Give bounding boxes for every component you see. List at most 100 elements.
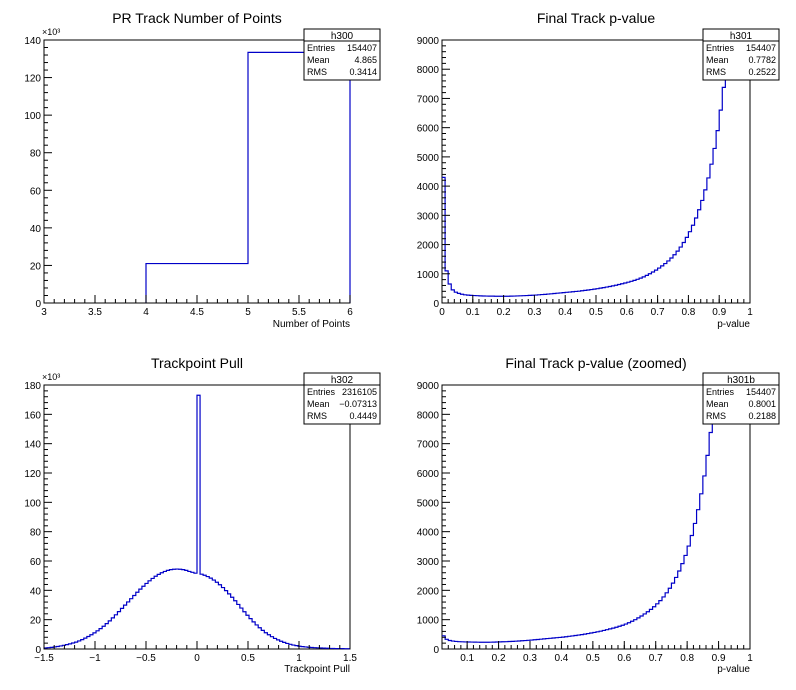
y-tick-label: 100 xyxy=(24,111,41,122)
y-tick-label: 3000 xyxy=(417,557,440,568)
x-tick-label: 1 xyxy=(747,653,753,664)
y-tick-label: 120 xyxy=(24,469,41,480)
x-axis-label: Number of Points xyxy=(273,319,350,330)
x-tick-label: 0.2 xyxy=(497,307,511,318)
stats-label: Entries xyxy=(706,387,735,397)
y-tick-label: 20 xyxy=(30,261,42,272)
y-tick-label: 9000 xyxy=(417,381,440,392)
x-tick-label: 5 xyxy=(245,307,251,318)
y-tick-label: 2000 xyxy=(417,241,440,252)
stats-value: 0.2522 xyxy=(748,67,776,77)
stats-box-frame xyxy=(303,28,381,81)
y-tick-label: 1000 xyxy=(417,616,440,627)
y-tick-label: 60 xyxy=(30,186,42,197)
stats-label: Entries xyxy=(307,43,336,53)
x-tick-label: 1.5 xyxy=(343,653,357,664)
histogram-line xyxy=(442,39,750,297)
stats-box-frame xyxy=(303,372,381,425)
y-tick-label: 0 xyxy=(35,299,41,310)
y-tick-label: 80 xyxy=(30,528,42,539)
stats-label: Entries xyxy=(706,43,735,53)
y-tick-label: 1000 xyxy=(417,270,440,281)
x-tick-label: 6 xyxy=(347,307,353,318)
y-tick-label: 0 xyxy=(433,645,439,656)
x-tick-label: 0 xyxy=(439,307,445,318)
x-tick-label: 0 xyxy=(194,653,200,664)
stats-value: 154407 xyxy=(746,387,776,397)
y-tick-label: 8000 xyxy=(417,410,440,421)
histogram-line xyxy=(145,51,351,303)
stats-box-name: h301b xyxy=(727,375,755,386)
x-tick-label: 1 xyxy=(747,307,753,318)
y-exponent-label: ×10³ xyxy=(42,27,60,37)
x-tick-label: 0.8 xyxy=(680,653,694,664)
stats-label: Entries xyxy=(307,387,336,397)
x-tick-label: 0.3 xyxy=(527,307,541,318)
stats-box-name: h301 xyxy=(730,31,753,42)
y-tick-label: 160 xyxy=(24,410,41,421)
y-tick-label: 6000 xyxy=(417,124,440,135)
stats-label: Mean xyxy=(307,55,330,65)
chart-title: Final Track p-value (zoomed) xyxy=(505,355,686,371)
stats-value: 0.3414 xyxy=(349,67,377,77)
y-tick-label: 8000 xyxy=(417,65,440,76)
y-tick-label: 9000 xyxy=(417,36,440,47)
x-tick-label: 0.4 xyxy=(558,307,572,318)
histogram-line xyxy=(44,394,350,650)
y-tick-label: 4000 xyxy=(417,528,440,539)
chart-title: PR Track Number of Points xyxy=(112,10,282,26)
y-tick-label: 7000 xyxy=(417,94,440,105)
y-tick-label: 40 xyxy=(30,586,42,597)
stats-value: 0.7782 xyxy=(748,55,776,65)
y-tick-label: 5000 xyxy=(417,498,440,509)
y-tick-label: 140 xyxy=(24,440,41,451)
stats-value: 0.8001 xyxy=(748,399,776,409)
plot-frame xyxy=(441,384,751,650)
x-axis-label: p-value xyxy=(717,319,750,330)
stats-value: −0.07313 xyxy=(339,399,377,409)
x-tick-label: 0.7 xyxy=(651,307,665,318)
y-tick-label: 80 xyxy=(30,149,42,160)
stats-value: 0.2188 xyxy=(748,411,776,421)
x-axis-label: Trackpoint Pull xyxy=(284,664,350,675)
stats-box-name: h302 xyxy=(331,375,354,386)
y-tick-label: 6000 xyxy=(417,469,440,480)
x-tick-label: 0.3 xyxy=(523,653,537,664)
stats-label: RMS xyxy=(706,67,726,77)
x-tick-label: −0.5 xyxy=(136,653,156,664)
x-tick-label: 4 xyxy=(143,307,149,318)
stats-label: RMS xyxy=(307,67,327,77)
y-tick-label: 0 xyxy=(35,645,41,656)
x-tick-label: 5.5 xyxy=(292,307,306,318)
histogram-pad-3: Trackpoint Pull −1.5 −1 −0.5 0 0.5 1 1.5 0 20 40 60… xyxy=(24,355,381,675)
stats-label: Mean xyxy=(706,55,729,65)
x-tick-label: 4.5 xyxy=(190,307,204,318)
x-tick-label: 0.5 xyxy=(586,653,600,664)
stats-label: RMS xyxy=(706,411,726,421)
x-tick-label: 3.5 xyxy=(88,307,102,318)
stats-label: Mean xyxy=(706,399,729,409)
x-tick-label: −1.5 xyxy=(34,653,54,664)
stats-value: 2316105 xyxy=(342,387,377,397)
stats-value: 154407 xyxy=(347,43,377,53)
x-tick-label: 0.7 xyxy=(649,653,663,664)
y-tick-label: 4000 xyxy=(417,182,440,193)
y-tick-label: 100 xyxy=(24,498,41,509)
x-tick-label: −1 xyxy=(89,653,101,664)
y-tick-label: 5000 xyxy=(417,153,440,164)
y-tick-label: 2000 xyxy=(417,586,440,597)
y-tick-label: 7000 xyxy=(417,440,440,451)
x-tick-label: 0.5 xyxy=(241,653,255,664)
x-tick-label: 1 xyxy=(296,653,302,664)
x-tick-label: 0.8 xyxy=(681,307,695,318)
stats-box-frame xyxy=(702,28,780,81)
histogram-line xyxy=(442,384,750,643)
x-tick-label: 0.4 xyxy=(554,653,568,664)
stats-label: Mean xyxy=(307,399,330,409)
stats-box-name: h300 xyxy=(331,31,354,42)
